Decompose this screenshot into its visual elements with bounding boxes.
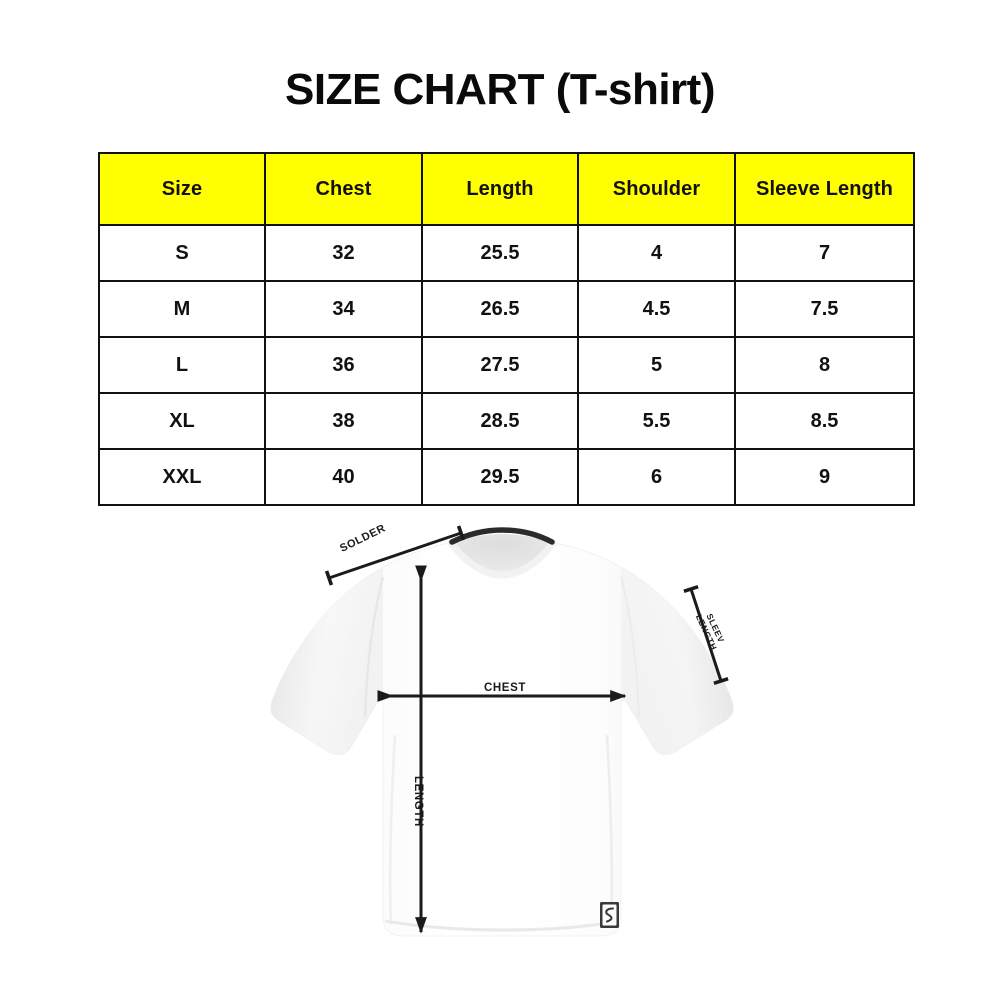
chest-measure-label: CHEST — [484, 682, 526, 694]
cell-length: 25.5 — [421, 224, 579, 282]
cell-size: M — [98, 280, 266, 338]
cell-sleeve-length: 7.5 — [734, 280, 915, 338]
cell-size: S — [98, 224, 266, 282]
column-header-chest: Chest — [264, 152, 423, 226]
cell-shoulder: 5 — [577, 336, 736, 394]
tshirt-diagram — [255, 505, 745, 975]
cell-chest: 36 — [264, 336, 423, 394]
cell-length: 28.5 — [421, 392, 579, 450]
cell-size: XL — [98, 392, 266, 450]
table-row: L 36 27.5 5 8 — [98, 336, 915, 394]
cell-sleeve-length: 7 — [734, 224, 915, 282]
table-row: M 34 26.5 4.5 7.5 — [98, 280, 915, 338]
cell-chest: 38 — [264, 392, 423, 450]
cell-sleeve-length: 8.5 — [734, 392, 915, 450]
shirt-silhouette — [270, 527, 734, 937]
sleeve-length-measure-arrow — [683, 584, 729, 686]
column-header-length: Length — [421, 152, 579, 226]
brand-tag-icon — [600, 902, 619, 928]
cell-length: 29.5 — [421, 448, 579, 506]
cell-sleeve-length: 8 — [734, 336, 915, 394]
table-header-row: Size Chest Length Shoulder Sleeve Length — [98, 152, 915, 226]
page-title: SIZE CHART (T-shirt) — [285, 65, 715, 114]
column-header-size: Size — [98, 152, 266, 226]
column-header-sleeve-length: Sleeve Length — [734, 152, 915, 226]
cell-chest: 40 — [264, 448, 423, 506]
collar-trim — [449, 527, 555, 545]
cell-shoulder: 4.5 — [577, 280, 736, 338]
table-row: S 32 25.5 4 7 — [98, 224, 915, 282]
length-measure-label: LENGTH — [412, 776, 424, 827]
cell-sleeve-length: 9 — [734, 448, 915, 506]
cell-chest: 34 — [264, 280, 423, 338]
table-row: XL 38 28.5 5.5 8.5 — [98, 392, 915, 450]
column-header-shoulder: Shoulder — [577, 152, 736, 226]
cell-shoulder: 6 — [577, 448, 736, 506]
cell-size: L — [98, 336, 266, 394]
cell-shoulder: 5.5 — [577, 392, 736, 450]
table-row: XXL 40 29.5 6 9 — [98, 448, 915, 506]
shoulder-measure-arrow — [324, 525, 466, 586]
size-chart-table: Size Chest Length Shoulder Sleeve Length… — [98, 152, 915, 506]
cell-length: 27.5 — [421, 336, 579, 394]
cell-length: 26.5 — [421, 280, 579, 338]
cell-shoulder: 4 — [577, 224, 736, 282]
cell-size: XXL — [98, 448, 266, 506]
cell-chest: 32 — [264, 224, 423, 282]
